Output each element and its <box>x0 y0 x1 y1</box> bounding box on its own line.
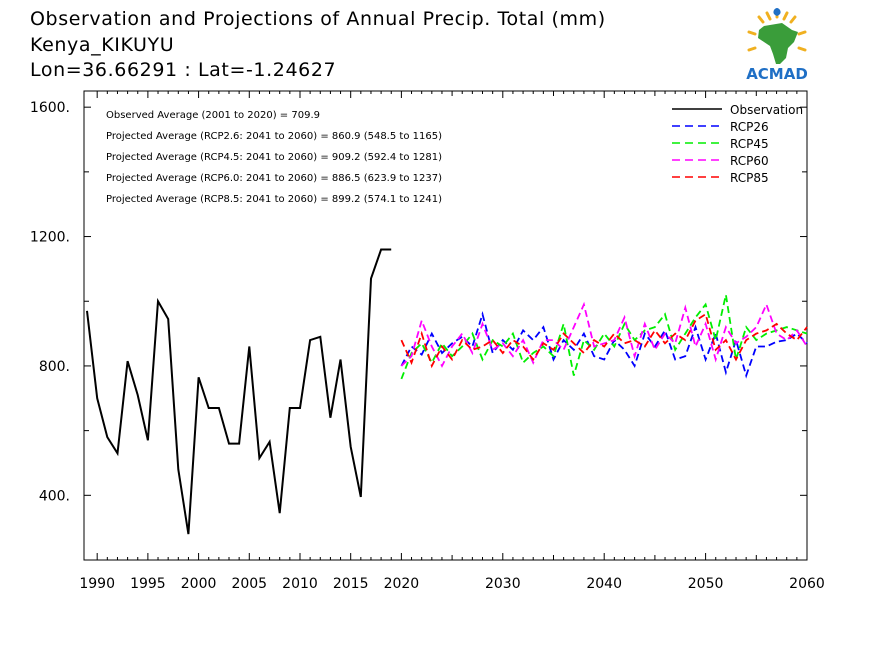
x-tick-label: 1995 <box>130 576 166 592</box>
annotation-text: Observed Average (2001 to 2020) = 709.9 <box>106 110 320 121</box>
legend-label: RCP45 <box>730 137 769 151</box>
station-name: Kenya_KIKUYU <box>30 34 175 56</box>
annotation-text: Projected Average (RCP8.5: 2041 to 2060)… <box>106 194 442 205</box>
series-line-observation <box>86 248 392 535</box>
x-tick-label: 1990 <box>79 576 115 592</box>
y-tick-label: 400. <box>39 488 70 504</box>
coordinates-label: Lon=36.66291 : Lat=-1.24627 <box>30 59 337 81</box>
series-line-rcp60 <box>400 301 808 368</box>
series-line-rcp26 <box>400 310 808 379</box>
annotations: Observed Average (2001 to 2020) = 709.9 P… <box>106 110 442 205</box>
annotation-text: Projected Average (RCP4.5: 2041 to 2060)… <box>106 152 442 163</box>
axis-ticks <box>84 91 808 560</box>
x-tick-label: 2010 <box>282 576 318 592</box>
x-tick-label: 2000 <box>181 576 217 592</box>
x-tick-label: 2020 <box>384 576 420 592</box>
y-tick-label: 1200. <box>30 230 70 246</box>
x-tick-label: 2005 <box>231 576 267 592</box>
series-line-rcp45 <box>400 294 808 380</box>
annotation-text: Projected Average (RCP2.6: 2041 to 2060)… <box>106 131 442 142</box>
legend-label: RCP85 <box>730 171 769 185</box>
y-axis-labels: 400. 800. 1200. 1600. <box>30 100 70 504</box>
annotation-text: Projected Average (RCP6.0: 2041 to 2060)… <box>106 173 442 184</box>
legend-label: RCP26 <box>730 120 769 134</box>
x-tick-label: 2040 <box>586 576 622 592</box>
legend-label: Observation <box>730 103 803 117</box>
legend-label: RCP60 <box>730 154 769 168</box>
x-tick-label: 2060 <box>789 576 825 592</box>
x-tick-label: 2050 <box>688 576 724 592</box>
data-series <box>86 248 808 535</box>
x-tick-label: 2015 <box>333 576 369 592</box>
africa-sun-logo-icon: ACMAD <box>746 8 808 83</box>
legend: Observation RCP26 RCP45 RCP60 RCP85 <box>672 103 803 185</box>
chart-title: Observation and Projections of Annual Pr… <box>30 8 606 30</box>
x-axis-labels: 1990 1995 2000 2005 2010 2015 2020 2030 2040 2050… <box>79 576 824 592</box>
y-tick-label: 800. <box>39 359 70 375</box>
logo-text: ACMAD <box>746 65 808 82</box>
x-tick-label: 2030 <box>485 576 521 592</box>
plot-frame <box>83 90 808 561</box>
y-tick-label: 1600. <box>30 100 70 116</box>
acmad-logo: ACMAD <box>736 8 818 83</box>
